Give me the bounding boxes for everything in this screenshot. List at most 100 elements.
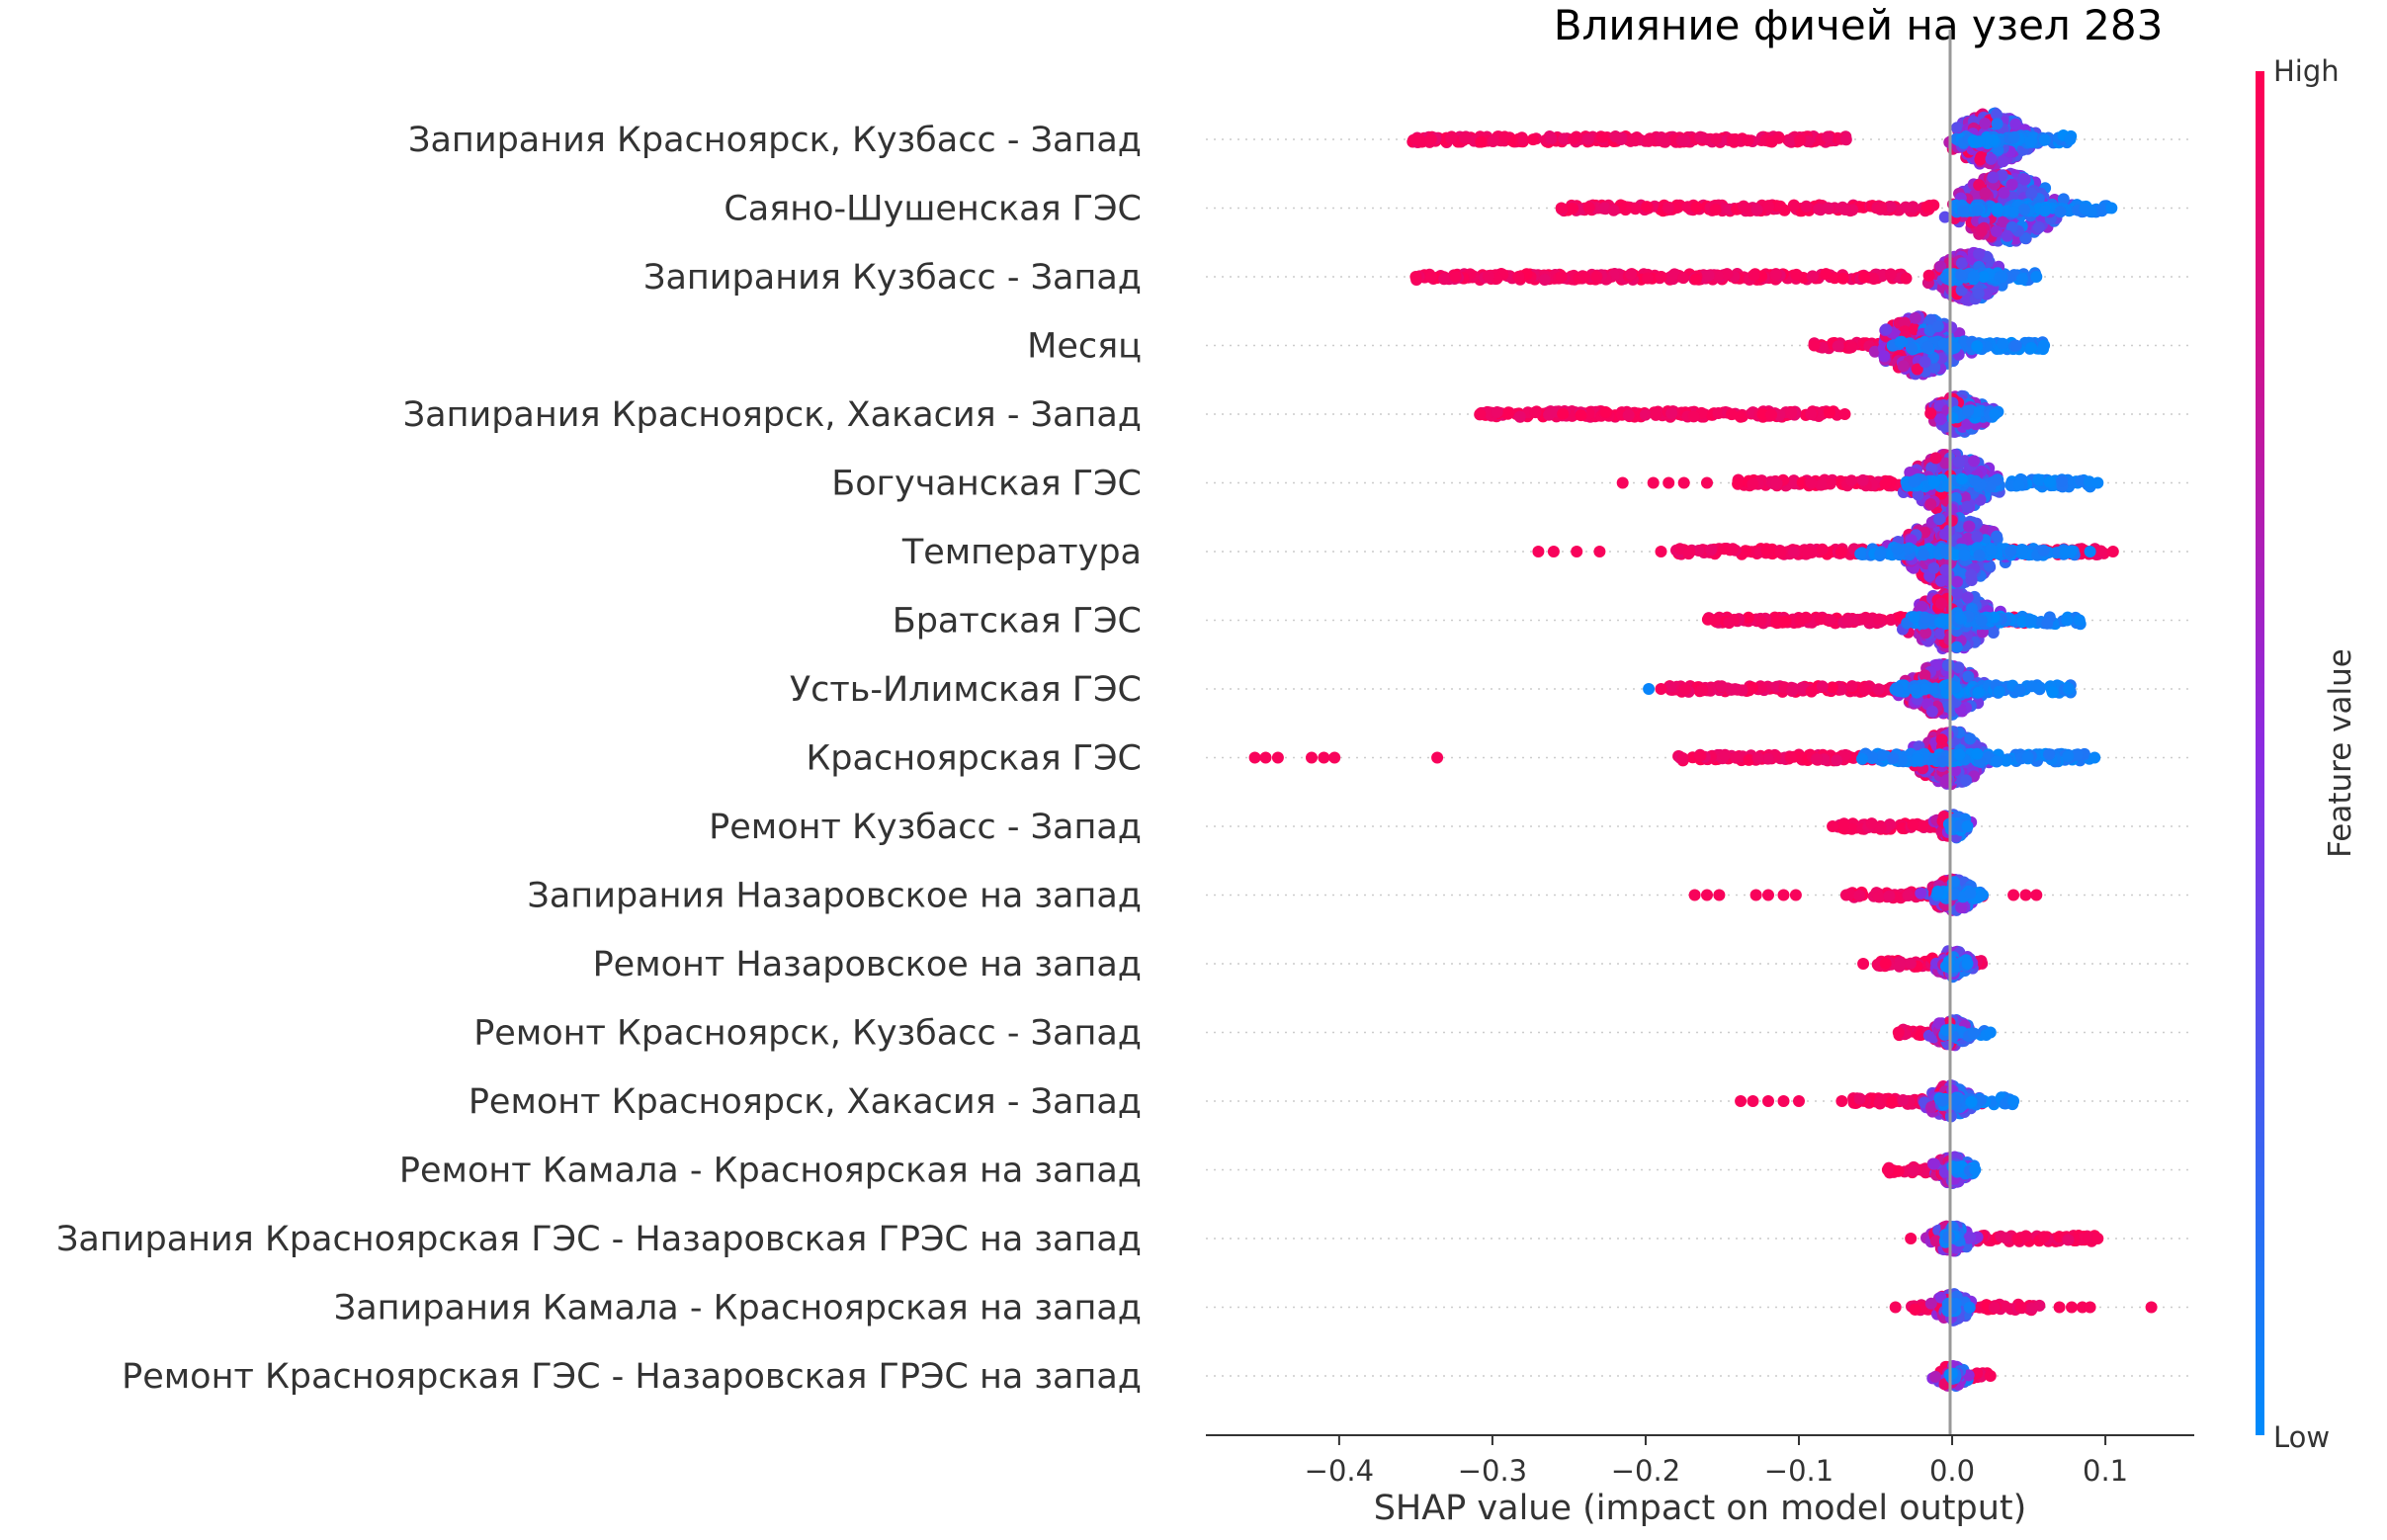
outlier-high-point xyxy=(1808,339,1821,352)
high-value-point xyxy=(1687,410,1700,423)
low-value-point xyxy=(2025,680,2038,693)
low-value-point xyxy=(1972,686,1985,699)
high-value-point xyxy=(1567,202,1578,214)
high-value-point xyxy=(1747,477,1759,490)
outlier-high-point xyxy=(1577,271,1590,283)
outlier-high-point xyxy=(1547,546,1560,557)
low-value-point xyxy=(1908,611,1920,624)
low-value-point xyxy=(1968,270,1980,283)
high-value-point xyxy=(1859,683,1872,696)
high-value-point xyxy=(1873,613,1886,626)
outlier-high-point xyxy=(1555,202,1568,214)
outlier-low-point xyxy=(2038,339,2051,352)
low-value-point xyxy=(2024,614,2037,627)
high-value-point xyxy=(1665,407,1678,420)
high-value-point xyxy=(1527,133,1540,146)
high-value-point xyxy=(1475,135,1488,148)
high-value-point xyxy=(1675,134,1688,147)
high-value-point xyxy=(1705,544,1718,556)
core-point xyxy=(1965,568,1978,581)
high-value-point xyxy=(1765,408,1777,421)
core-point xyxy=(1922,269,1935,282)
feature-label: Ремонт Красноярская ГЭС - Назаровская ГР… xyxy=(122,1357,1142,1397)
high-value-point xyxy=(1438,273,1450,286)
high-value-point xyxy=(1790,268,1803,281)
core-point xyxy=(1897,360,1910,373)
high-value-point xyxy=(1517,133,1530,146)
feature-label: Запирания Красноярская ГЭС - Назаровская… xyxy=(56,1220,1142,1259)
low-value-point xyxy=(1892,684,1905,697)
high-value-point xyxy=(1779,615,1792,628)
high-value-point xyxy=(1762,201,1775,213)
high-value-point xyxy=(1622,409,1635,422)
low-value-point xyxy=(2038,205,2051,217)
high-value-point xyxy=(1694,130,1707,143)
high-value-point xyxy=(1784,134,1796,147)
high-value-point xyxy=(1920,201,1933,214)
high-value-point xyxy=(1748,269,1760,282)
high-value-point xyxy=(1813,203,1826,215)
low-value-point xyxy=(2016,273,2028,286)
low-value-point xyxy=(2013,683,2026,696)
high-value-point xyxy=(1596,130,1609,143)
high-value-point xyxy=(1487,135,1499,147)
feature-rows: Запирания Красноярск, Кузбасс - ЗападСая… xyxy=(56,121,2194,1397)
outlier-high-point xyxy=(1677,476,1690,489)
high-value-point xyxy=(1785,407,1798,420)
high-value-point xyxy=(1836,272,1849,285)
high-value-point xyxy=(1820,268,1833,281)
low-value-point xyxy=(2009,339,2022,352)
high-value-point xyxy=(1513,410,1526,423)
low-value-point xyxy=(1874,548,1887,560)
outlier-high-point xyxy=(1424,133,1437,145)
core-point xyxy=(2009,118,2022,130)
low-value-point xyxy=(1906,342,1918,355)
high-value-point xyxy=(1650,408,1662,421)
high-value-point xyxy=(1696,684,1708,697)
low-value-point xyxy=(2032,473,2045,486)
low-value-point xyxy=(2006,206,2019,218)
outlier-high-point xyxy=(1838,408,1851,420)
high-value-point xyxy=(1659,135,1671,148)
high-value-point xyxy=(1760,544,1773,556)
feature-label: Запирания Кузбасс - Запад xyxy=(643,258,1142,298)
core-point xyxy=(1950,641,1963,653)
core-point xyxy=(1931,320,1944,333)
core-point xyxy=(1909,311,1921,324)
high-value-point xyxy=(1800,200,1813,213)
outlier-high-point xyxy=(1647,476,1660,489)
outlier-high-point xyxy=(2106,546,2119,557)
high-value-point xyxy=(1872,683,1885,696)
high-value-point xyxy=(1774,546,1787,558)
low-value-point xyxy=(2054,206,2067,218)
high-value-point xyxy=(1788,199,1801,212)
outlier-high-point xyxy=(1512,271,1525,283)
high-value-point xyxy=(1677,272,1690,285)
outlier-low-point xyxy=(2064,133,2077,145)
high-value-point xyxy=(1816,680,1829,693)
low-value-point xyxy=(1971,340,1984,353)
outlier-low-point xyxy=(2030,271,2043,283)
high-value-point xyxy=(1598,202,1611,214)
high-value-point xyxy=(1875,202,1888,214)
core-point xyxy=(1880,323,1893,336)
core-point xyxy=(1985,152,1998,165)
low-value-point xyxy=(1891,543,1904,556)
core-point xyxy=(1962,670,1975,683)
low-value-point xyxy=(1993,685,2005,698)
feature-label: Температура xyxy=(901,533,1142,572)
outlier-high-point xyxy=(1449,271,1462,283)
low-value-point xyxy=(2007,131,2020,143)
low-value-point xyxy=(2024,135,2037,148)
high-value-point xyxy=(1732,477,1745,490)
high-value-point xyxy=(1709,204,1722,216)
low-value-point xyxy=(1954,269,1967,282)
high-value-point xyxy=(1609,130,1622,142)
low-value-point xyxy=(2095,204,2108,215)
high-value-point xyxy=(1599,406,1612,418)
high-value-point xyxy=(1721,268,1734,281)
outlier-high-point xyxy=(1662,476,1675,489)
outlier-high-point xyxy=(1571,546,1583,557)
high-value-point xyxy=(1582,132,1594,145)
high-value-point xyxy=(1568,132,1579,145)
